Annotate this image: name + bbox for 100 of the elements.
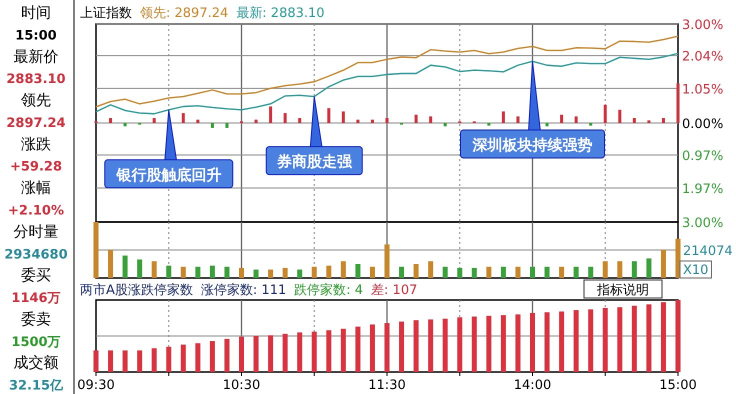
bar <box>210 341 215 372</box>
text: 时间 <box>21 4 51 22</box>
bar <box>356 120 360 123</box>
bar <box>632 261 637 278</box>
bar <box>370 266 375 278</box>
bar <box>312 332 317 372</box>
bar <box>646 258 652 278</box>
bar <box>618 110 622 123</box>
bar <box>588 309 594 372</box>
bar <box>486 316 492 372</box>
bar <box>225 123 228 128</box>
bar <box>210 123 214 128</box>
bar <box>166 346 172 372</box>
bar <box>355 264 360 278</box>
text: 最新: 2883.10 <box>236 6 325 21</box>
bar <box>676 300 680 372</box>
bar <box>632 118 636 123</box>
bar <box>269 106 272 123</box>
annotation: 券商股走强 <box>276 152 353 171</box>
bar <box>632 306 637 372</box>
bar <box>152 261 157 278</box>
bar <box>676 83 680 123</box>
bar <box>646 304 652 372</box>
bar <box>429 116 432 123</box>
y-tick-label: 1.97% <box>682 182 724 198</box>
y-tick-label: 3.00% <box>682 216 724 231</box>
bar <box>472 316 477 372</box>
bar <box>122 256 128 278</box>
text: 成交额 <box>14 354 58 372</box>
x-tick-label: 15:00 <box>659 378 697 393</box>
text: 1146万 <box>11 291 61 306</box>
bar <box>444 123 447 126</box>
text: 差: 107 <box>371 283 418 298</box>
bar <box>617 307 622 372</box>
bar <box>442 318 448 372</box>
bar <box>660 302 666 372</box>
text: 1500万 <box>11 334 61 350</box>
y-tick-label: 1.05% <box>682 82 724 98</box>
bar <box>254 336 259 372</box>
bar <box>602 308 608 372</box>
bar <box>589 123 592 126</box>
text: 2883.10 <box>6 72 66 88</box>
text: +2.10% <box>8 204 64 219</box>
x-tick-label: 09:30 <box>77 378 115 393</box>
bar <box>414 114 418 123</box>
bar <box>224 338 230 372</box>
bar <box>268 270 274 278</box>
bar <box>282 334 288 372</box>
bar <box>298 118 302 123</box>
bar <box>647 120 650 123</box>
bar <box>180 266 186 278</box>
y-tick-label: 2.04% <box>682 50 724 65</box>
bar <box>196 120 200 123</box>
bar <box>355 326 360 372</box>
bar <box>254 270 259 278</box>
bar <box>195 266 200 278</box>
text: 指标说明 <box>596 283 649 298</box>
bar <box>370 120 374 123</box>
text: 分时量 <box>14 222 58 240</box>
bar <box>297 332 302 372</box>
bar <box>487 123 490 126</box>
bar <box>559 312 564 372</box>
x-tick-label: 10:30 <box>222 378 260 393</box>
chart-title: 上证指数 <box>80 6 132 21</box>
bar <box>604 104 607 123</box>
text: X10 <box>683 263 708 278</box>
bar <box>137 260 142 278</box>
chart-title: 两市A股涨跌停家数 <box>80 282 193 298</box>
bar <box>559 266 564 278</box>
bar <box>414 320 419 372</box>
text: 跌停家数: 4 <box>294 282 364 298</box>
text: 2934680 <box>4 247 68 262</box>
bar <box>312 266 317 278</box>
text: 领先: 2897.24 <box>140 6 228 21</box>
bar <box>340 261 346 278</box>
text: 委买 <box>21 266 51 284</box>
text: 涨幅 <box>21 178 51 197</box>
bar <box>108 350 114 372</box>
bar <box>386 118 388 123</box>
bar <box>676 238 680 278</box>
bar <box>399 322 404 372</box>
bar <box>660 250 666 278</box>
x-tick-label: 11:30 <box>368 378 406 393</box>
bar <box>442 266 448 278</box>
annotation: 银行股触底回升 <box>115 166 222 184</box>
bar <box>457 268 462 278</box>
text: 32.15亿 <box>8 378 64 394</box>
bar <box>122 350 128 372</box>
bar <box>544 266 550 278</box>
text: 最新价 <box>14 47 58 66</box>
bar <box>268 335 274 372</box>
bar <box>94 350 98 372</box>
bar <box>327 108 330 123</box>
bar <box>502 111 505 123</box>
bar <box>399 266 404 278</box>
bar <box>428 261 434 278</box>
bar <box>124 123 127 126</box>
bar <box>544 312 550 372</box>
bar <box>370 324 375 372</box>
x-tick-label: 14:00 <box>514 378 552 393</box>
